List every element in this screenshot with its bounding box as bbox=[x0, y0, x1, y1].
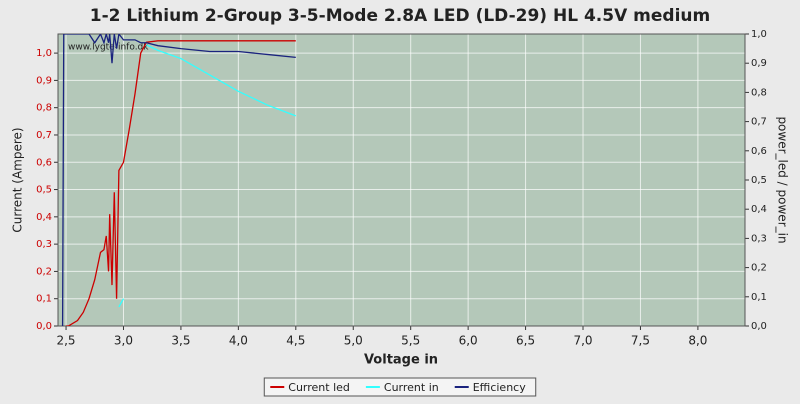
legend-box bbox=[263, 377, 537, 397]
y2-tick-label: 0,6 bbox=[751, 146, 767, 157]
y2-tick-label: 0,4 bbox=[751, 204, 767, 215]
legend: Current led Current in Efficiency bbox=[263, 377, 537, 397]
x-tick-label: 7,5 bbox=[631, 334, 650, 348]
y-tick-label: 0,6 bbox=[36, 157, 52, 168]
x-tick-label: 6,0 bbox=[459, 334, 478, 348]
x-tick-label: 3,5 bbox=[171, 334, 190, 348]
x-tick-label: 5,0 bbox=[344, 334, 363, 348]
y-tick-label: 0,2 bbox=[36, 266, 52, 277]
plot-area bbox=[58, 34, 745, 326]
chart-title: 1-2 Lithium 2-Group 3-5-Mode 2.8A LED (L… bbox=[90, 6, 710, 26]
y2-tick-label: 0,2 bbox=[751, 263, 767, 274]
y-tick-label: 0,0 bbox=[36, 321, 52, 332]
y2-tick-label: 0,1 bbox=[751, 292, 767, 303]
y2-tick-label: 0,0 bbox=[751, 321, 767, 332]
y-tick-label: 0,9 bbox=[36, 75, 52, 86]
y2-tick-label: 0,9 bbox=[751, 58, 767, 69]
y2-tick-label: 1,0 bbox=[751, 29, 767, 40]
x-tick-label: 4,5 bbox=[286, 334, 305, 348]
y2-tick-label: 0,3 bbox=[751, 233, 767, 244]
y-axis-label: Current (Ampere) bbox=[11, 127, 25, 232]
x-tick-label: 4,0 bbox=[229, 334, 248, 348]
x-tick-label: 7,0 bbox=[573, 334, 592, 348]
x-tick-label: 3,0 bbox=[114, 334, 133, 348]
series-line bbox=[146, 44, 297, 117]
series-line bbox=[118, 298, 125, 308]
y-tick-label: 0,7 bbox=[36, 130, 52, 141]
x-tick-label: 6,5 bbox=[516, 334, 535, 348]
y-tick-label: 0,4 bbox=[36, 212, 52, 223]
legend-label: Current in bbox=[384, 381, 439, 394]
legend-label: Current led bbox=[288, 381, 350, 394]
y-tick-label: 0,8 bbox=[36, 103, 52, 114]
y-tick-label: 1,0 bbox=[36, 48, 52, 59]
series-line bbox=[61, 34, 296, 326]
y-tick-label: 0,3 bbox=[36, 239, 52, 250]
series-layer bbox=[61, 34, 297, 326]
x-tick-label: 5,5 bbox=[401, 334, 420, 348]
x-tick-label: 8,0 bbox=[688, 334, 707, 348]
y2-tick-label: 0,7 bbox=[751, 117, 767, 128]
y-tick-label: 0,1 bbox=[36, 294, 52, 305]
x-axis-label: Voltage in bbox=[364, 353, 438, 368]
y-tick-label: 0,5 bbox=[36, 185, 52, 196]
plot-frame bbox=[57, 33, 746, 327]
watermark: www.lygte-info.dk bbox=[68, 43, 149, 53]
x-tick-label: 2,5 bbox=[56, 334, 75, 348]
series-line bbox=[66, 40, 296, 326]
y2-tick-label: 0,5 bbox=[751, 175, 767, 186]
y2-tick-label: 0,8 bbox=[751, 87, 767, 98]
legend-label: Efficiency bbox=[473, 381, 526, 394]
y2-axis-label: power_led / power_in bbox=[776, 116, 790, 243]
